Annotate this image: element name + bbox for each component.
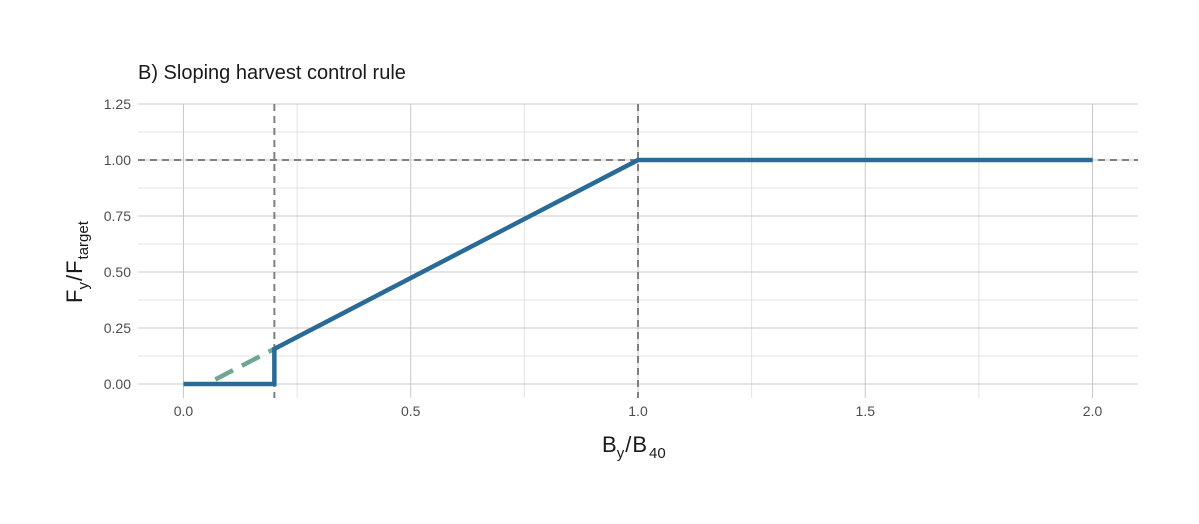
y-label-sub-y: y bbox=[75, 282, 92, 290]
x-tick-label: 1.5 bbox=[856, 403, 876, 419]
y-axis-ticks: 0.00 0.25 0.50 0.75 1.00 1.25 bbox=[104, 96, 131, 392]
x-tick-label: 0.0 bbox=[174, 403, 194, 419]
x-label-b2: B bbox=[632, 432, 647, 457]
series-layer bbox=[183, 157, 1093, 387]
y-tick-label: 1.25 bbox=[104, 96, 131, 112]
x-label-sub-y: y bbox=[617, 445, 625, 462]
x-tick-label: 2.0 bbox=[1083, 403, 1103, 419]
series-line-sloping-hcr bbox=[183, 157, 1093, 387]
x-tick-label: 0.5 bbox=[401, 403, 421, 419]
y-tick-label: 0.50 bbox=[104, 264, 131, 280]
x-label-sub-40: 40 bbox=[649, 445, 666, 462]
y-label-f: F bbox=[62, 290, 87, 303]
x-label-b: B bbox=[602, 432, 617, 457]
x-axis-ticks: 0.0 0.5 1.0 1.5 2.0 bbox=[174, 403, 1103, 419]
y-axis-label: Fy/Ftarget bbox=[62, 220, 92, 303]
series-line-extrapolated-slope bbox=[214, 346, 276, 382]
y-tick-label: 0.00 bbox=[104, 376, 131, 392]
y-label-slash: / bbox=[62, 274, 87, 281]
y-label-sub-target: target bbox=[75, 220, 92, 259]
x-axis-label: By/B 40 bbox=[602, 432, 666, 462]
x-tick-label: 1.0 bbox=[628, 403, 648, 419]
x-label-slash: / bbox=[625, 432, 632, 457]
y-tick-label: 0.75 bbox=[104, 208, 131, 224]
chart-title: B) Sloping harvest control rule bbox=[138, 62, 406, 84]
y-tick-label: 0.25 bbox=[104, 320, 131, 336]
y-tick-label: 1.00 bbox=[104, 152, 131, 168]
y-label-f2: F bbox=[62, 260, 87, 273]
